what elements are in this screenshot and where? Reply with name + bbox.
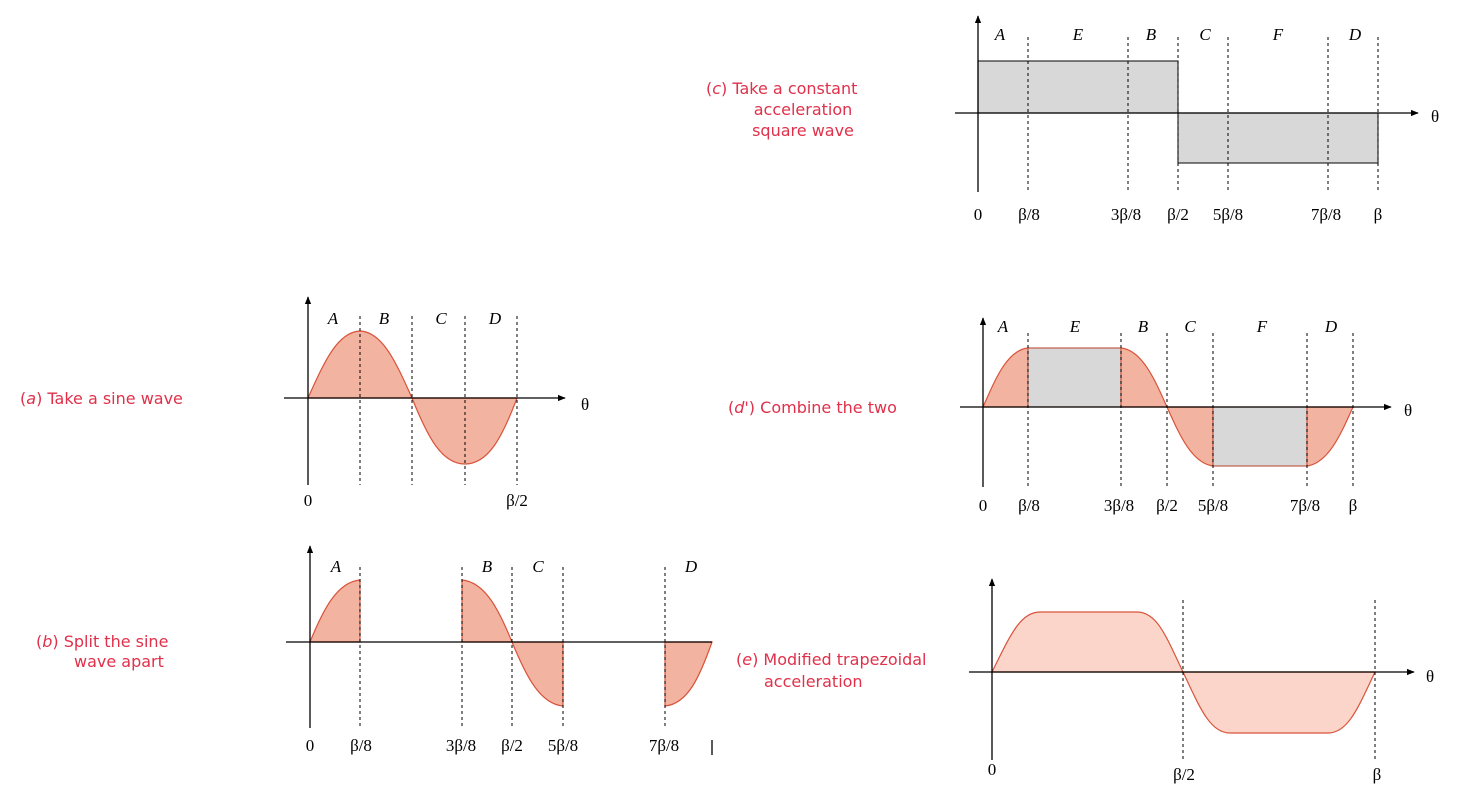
theta-label-c: θ xyxy=(1431,107,1439,126)
combined-E xyxy=(1027,347,1122,408)
segment-label-c-B: B xyxy=(1146,25,1157,44)
segment-label-d-C: C xyxy=(1184,317,1196,336)
panel-a: (a) Take a sine wave A B C D θ 0 β/2 xyxy=(20,296,589,510)
split-sine-C xyxy=(511,641,564,707)
trapezoid-positive xyxy=(991,611,1184,673)
panel-c: (c) Take a constant acceleration square … xyxy=(706,15,1439,224)
caption-e-line-2: acceleration xyxy=(764,672,863,691)
panel-e: (e) Modified trapezoidal acceleration θ … xyxy=(736,578,1434,784)
split-sine-B xyxy=(461,579,513,643)
segment-label-a-B: B xyxy=(379,309,390,328)
square-wave-negative xyxy=(1177,112,1379,164)
segment-label-c-C: C xyxy=(1199,25,1211,44)
caption-c-line-2: acceleration xyxy=(754,100,853,119)
tick-d-3beta-8: 3β/8 xyxy=(1104,496,1134,515)
segment-label-d-B: B xyxy=(1138,317,1149,336)
tick-d-0: 0 xyxy=(979,496,988,515)
theta-label-e: θ xyxy=(1426,667,1434,686)
tick-d-beta-8: β/8 xyxy=(1018,496,1040,515)
combined-B xyxy=(1120,347,1168,408)
theta-label-a: θ xyxy=(581,395,589,414)
split-sine-A xyxy=(309,579,361,643)
segment-label-d-A: A xyxy=(997,317,1009,336)
tick-a-beta-2: β/2 xyxy=(506,491,528,510)
tick-b-5beta-8: 5β/8 xyxy=(548,736,578,755)
segment-label-c-F: F xyxy=(1272,25,1284,44)
tick-b-beta-2: β/2 xyxy=(501,736,523,755)
segment-label-d-F: F xyxy=(1256,317,1268,336)
tick-b-0: 0 xyxy=(306,736,315,755)
tick-e-beta: β xyxy=(1373,765,1382,784)
caption-d: (d') Combine the two xyxy=(728,398,897,417)
segment-label-d-D: D xyxy=(1324,317,1338,336)
panel-b: (b) Split the sine wave apart A B C D 0 … xyxy=(36,545,713,755)
tick-c-3beta-8: 3β/8 xyxy=(1111,205,1141,224)
tick-d-7beta-8: 7β/8 xyxy=(1290,496,1320,515)
segment-label-c-E: E xyxy=(1072,25,1084,44)
tick-d-beta: β xyxy=(1349,496,1358,515)
theta-label-d: θ xyxy=(1404,401,1412,420)
tick-b-3beta-8: 3β/8 xyxy=(446,736,476,755)
segment-label-b-C: C xyxy=(532,557,544,576)
segment-label-a-D: D xyxy=(488,309,502,328)
tick-d-beta-2: β/2 xyxy=(1156,496,1178,515)
segment-label-c-D: D xyxy=(1348,25,1362,44)
tick-c-0: 0 xyxy=(974,205,983,224)
tick-e-beta-2: β/2 xyxy=(1173,765,1195,784)
split-sine-D xyxy=(664,641,713,707)
tick-d-5beta-8: 5β/8 xyxy=(1198,496,1228,515)
tick-e-0: 0 xyxy=(988,760,997,779)
tick-c-beta: β xyxy=(1374,205,1383,224)
tick-c-beta-8: β/8 xyxy=(1018,205,1040,224)
caption-b-line-2: wave apart xyxy=(74,652,164,671)
combined-F xyxy=(1212,406,1308,467)
caption-c-line-3: square wave xyxy=(752,121,854,140)
caption-a: (a) Take a sine wave xyxy=(20,389,183,408)
tick-c-7beta-8: 7β/8 xyxy=(1311,205,1341,224)
combined-D xyxy=(1306,406,1354,467)
tick-a-0: 0 xyxy=(304,491,313,510)
segment-label-c-A: A xyxy=(994,25,1006,44)
tick-c-beta-2: β/2 xyxy=(1167,205,1189,224)
segment-label-b-B: B xyxy=(482,557,493,576)
trapezoid-negative xyxy=(1182,671,1376,734)
segment-label-a-C: C xyxy=(435,309,447,328)
combined-A xyxy=(982,347,1029,408)
tick-b-beta-8: β/8 xyxy=(350,736,372,755)
square-wave-positive xyxy=(977,60,1179,114)
segment-label-a-A: A xyxy=(327,309,339,328)
tick-c-5beta-8: 5β/8 xyxy=(1213,205,1243,224)
segment-label-b-A: A xyxy=(330,557,342,576)
tick-b-7beta-8: 7β/8 xyxy=(649,736,679,755)
caption-c-line-1: (c) Take a constant xyxy=(706,79,857,98)
combined-C xyxy=(1166,406,1214,467)
segment-label-b-D: D xyxy=(684,557,698,576)
caption-b-line-1: (b) Split the sine xyxy=(36,632,168,651)
panel-d: (d') Combine the two A E B C F D θ 0 β/8… xyxy=(728,317,1412,515)
segment-label-d-E: E xyxy=(1069,317,1081,336)
caption-e-line-1: (e) Modified trapezoidal xyxy=(736,650,926,669)
